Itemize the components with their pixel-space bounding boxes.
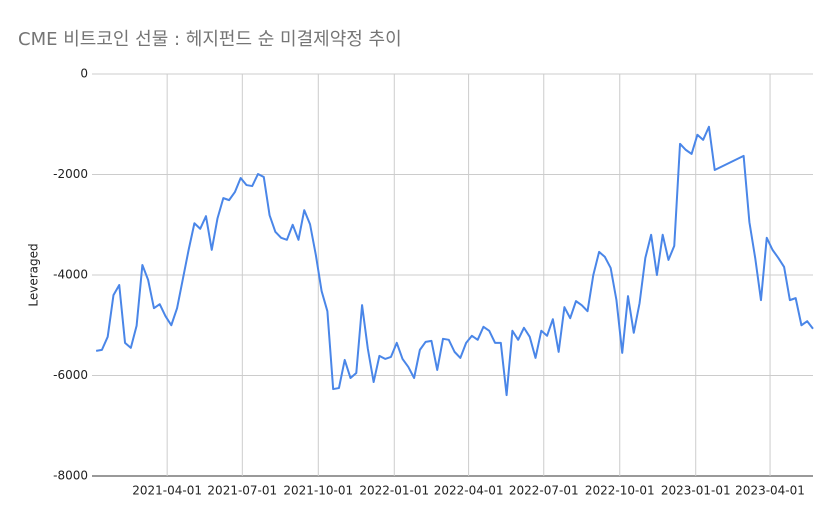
data-line xyxy=(95,125,814,397)
x-tick-label: 2022-04-01 xyxy=(434,484,504,498)
chart-title: CME 비트코인 선물 : 헤지펀드 순 미결제약정 추이 xyxy=(18,29,402,50)
x-tick-label: 2022-10-01 xyxy=(585,484,655,498)
x-tick-label: 2023-04-01 xyxy=(735,484,805,498)
y-tick-label: -2000 xyxy=(53,167,88,181)
y-tick-label: -6000 xyxy=(53,368,88,382)
x-tick-label: 2022-01-01 xyxy=(359,484,429,498)
y-tick-label: -8000 xyxy=(53,469,88,483)
y-tick-label: -4000 xyxy=(53,268,88,282)
y-tick-label: 0 xyxy=(80,67,88,81)
x-tick-label: 2022-07-01 xyxy=(509,484,579,498)
y-axis-title: Leveraged xyxy=(27,243,41,306)
x-tick-label: 2021-10-01 xyxy=(283,484,353,498)
x-tick-label: 2023-01-01 xyxy=(661,484,731,498)
x-tick-label: 2021-07-01 xyxy=(207,484,277,498)
x-tick-label: 2021-04-01 xyxy=(132,484,202,498)
